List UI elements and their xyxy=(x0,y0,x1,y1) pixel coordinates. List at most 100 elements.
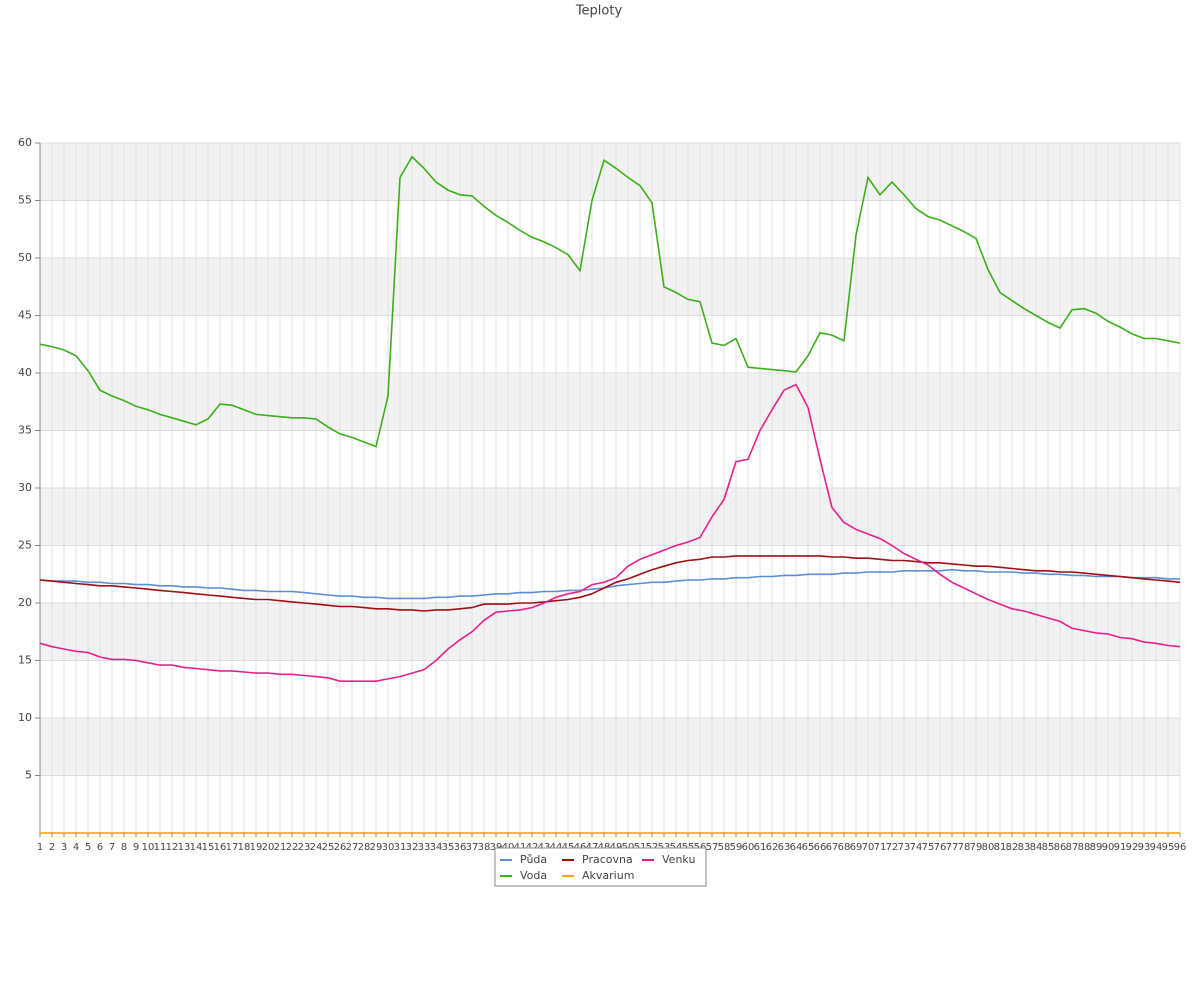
x-tick-label: 7 xyxy=(109,842,115,853)
x-tick-label: 92 xyxy=(1126,842,1139,853)
legend-label: Akvarium xyxy=(582,869,634,882)
y-tick-label: 40 xyxy=(18,366,32,379)
x-tick-label: 74 xyxy=(910,842,923,853)
x-tick-label: 90 xyxy=(1102,842,1115,853)
y-tick-label: 50 xyxy=(18,251,32,264)
x-tick-label: 19 xyxy=(250,842,263,853)
x-tick-label: 4 xyxy=(73,842,79,853)
x-tick-label: 6 xyxy=(97,842,103,853)
x-tick-label: 37 xyxy=(466,842,479,853)
line xyxy=(39,555,1181,612)
x-tick-label: 84 xyxy=(1030,842,1043,853)
x-tick-label: 30 xyxy=(382,842,395,853)
x-tick-label: 95 xyxy=(1162,842,1175,853)
x-tick-label: 20 xyxy=(262,842,275,853)
x-tick-label: 85 xyxy=(1042,842,1055,853)
x-tick-label: 64 xyxy=(790,842,803,853)
x-tick-label: 77 xyxy=(946,842,959,853)
x-tick-label: 36 xyxy=(454,842,467,853)
x-tick-label: 24 xyxy=(310,842,323,853)
x-tick-label: 67 xyxy=(826,842,839,853)
x-tick-label: 86 xyxy=(1054,842,1067,853)
x-tick-label: 59 xyxy=(730,842,743,853)
chart-title: Teploty xyxy=(575,4,623,19)
x-tick-label: 10 xyxy=(142,842,155,853)
y-tick-label: 15 xyxy=(18,654,32,667)
x-tick-label: 38 xyxy=(478,842,491,853)
x-tick-label: 88 xyxy=(1078,842,1091,853)
grid-band xyxy=(40,718,1180,776)
x-tick-label: 79 xyxy=(970,842,983,853)
y-tick-label: 35 xyxy=(18,424,32,437)
y-tick-label: 45 xyxy=(18,309,32,322)
x-tick-label: 23 xyxy=(298,842,311,853)
y-tick-label: 60 xyxy=(18,136,32,149)
x-tick-label: 93 xyxy=(1138,842,1151,853)
x-tick-label: 34 xyxy=(430,842,443,853)
grid-band xyxy=(40,143,1180,201)
x-tick-label: 21 xyxy=(274,842,287,853)
x-tick-label: 83 xyxy=(1018,842,1031,853)
x-tick-label: 2 xyxy=(49,842,55,853)
x-tick-label: 70 xyxy=(862,842,875,853)
x-tick-label: 15 xyxy=(202,842,215,853)
y-tick-label: 25 xyxy=(18,539,32,552)
x-tick-label: 33 xyxy=(418,842,431,853)
x-tick-label: 26 xyxy=(334,842,347,853)
x-tick-label: 66 xyxy=(814,842,827,853)
x-tick-label: 96 xyxy=(1174,842,1187,853)
line xyxy=(39,568,1180,600)
x-tick-label: 14 xyxy=(190,842,203,853)
x-tick-label: 58 xyxy=(718,842,731,853)
y-tick-label: 20 xyxy=(18,596,32,609)
x-tick-label: 11 xyxy=(154,842,167,853)
y-tick-label: 5 xyxy=(25,769,32,782)
x-tick-label: 72 xyxy=(886,842,899,853)
x-tick-label: 71 xyxy=(874,842,887,853)
x-tick-label: 81 xyxy=(994,842,1007,853)
grid-band xyxy=(40,373,1180,431)
x-tick-label: 31 xyxy=(394,842,407,853)
y-tick-label: 10 xyxy=(18,711,32,724)
x-tick-label: 87 xyxy=(1066,842,1079,853)
y-tick-label: 55 xyxy=(18,194,32,207)
x-tick-label: 62 xyxy=(766,842,779,853)
line xyxy=(39,155,1181,448)
x-tick-label: 29 xyxy=(370,842,383,853)
x-tick-label: 69 xyxy=(850,842,863,853)
legend-label: Voda xyxy=(520,869,547,882)
x-tick-label: 17 xyxy=(226,842,239,853)
line xyxy=(39,383,1181,682)
grid-band xyxy=(40,603,1180,661)
x-tick-label: 22 xyxy=(286,842,299,853)
x-tick-label: 75 xyxy=(922,842,935,853)
x-tick-label: 89 xyxy=(1090,842,1103,853)
x-tick-label: 13 xyxy=(178,842,191,853)
grid-band xyxy=(40,258,1180,316)
x-tick-label: 8 xyxy=(121,842,127,853)
x-tick-label: 3 xyxy=(61,842,67,853)
x-tick-label: 57 xyxy=(706,842,719,853)
x-tick-label: 76 xyxy=(934,842,947,853)
x-tick-label: 65 xyxy=(802,842,815,853)
x-tick-label: 32 xyxy=(406,842,419,853)
x-tick-label: 73 xyxy=(898,842,911,853)
x-tick-label: 35 xyxy=(442,842,455,853)
grid-band xyxy=(40,488,1180,546)
x-tick-label: 5 xyxy=(85,842,91,853)
x-tick-label: 9 xyxy=(133,842,139,853)
legend: Půda Pracovna Venku Voda Akvarium xyxy=(494,847,707,887)
x-tick-label: 68 xyxy=(838,842,851,853)
y-tick-label: 30 xyxy=(18,481,32,494)
x-tick-label: 1 xyxy=(37,842,43,853)
x-tick-label: 60 xyxy=(742,842,755,853)
x-tick-label: 82 xyxy=(1006,842,1019,853)
legend-label: Půda xyxy=(520,853,547,866)
x-tick-label: 28 xyxy=(358,842,371,853)
x-tick-label: 27 xyxy=(346,842,359,853)
x-tick-label: 25 xyxy=(322,842,335,853)
x-tick-label: 80 xyxy=(982,842,995,853)
x-tick-label: 78 xyxy=(958,842,971,853)
